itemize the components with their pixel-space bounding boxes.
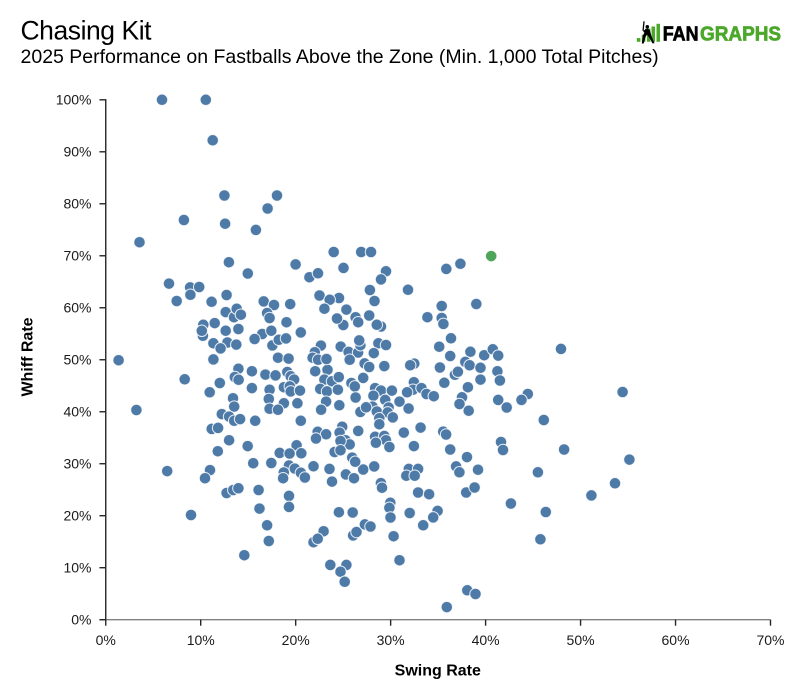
svg-text:GRAPHS: GRAPHS	[700, 23, 781, 46]
svg-text:Whiff Rate: Whiff Rate	[20, 317, 37, 396]
svg-text:30%: 30%	[63, 455, 91, 471]
svg-text:70%: 70%	[63, 247, 91, 263]
svg-text:30%: 30%	[377, 632, 405, 648]
svg-text:0%: 0%	[96, 632, 116, 648]
svg-text:2025 Performance on Fastballs: 2025 Performance on Fastballs Above the …	[21, 46, 659, 68]
svg-text:10%: 10%	[63, 559, 91, 575]
svg-text:60%: 60%	[63, 299, 91, 315]
svg-text:40%: 40%	[63, 403, 91, 419]
svg-text:20%: 20%	[282, 632, 310, 648]
svg-text:40%: 40%	[472, 632, 500, 648]
svg-text:FAN: FAN	[663, 22, 699, 46]
svg-text:Chasing Kit: Chasing Kit	[21, 16, 153, 46]
svg-text:80%: 80%	[63, 195, 91, 211]
svg-text:100%: 100%	[56, 92, 92, 108]
svg-text:70%: 70%	[756, 632, 784, 648]
svg-text:0%: 0%	[71, 611, 91, 627]
svg-text:90%: 90%	[63, 143, 91, 159]
svg-text:10%: 10%	[187, 632, 215, 648]
svg-text:60%: 60%	[662, 632, 690, 648]
svg-text:Swing Rate: Swing Rate	[395, 663, 481, 680]
svg-text:50%: 50%	[63, 351, 91, 367]
svg-text:20%: 20%	[63, 507, 91, 523]
svg-text:50%: 50%	[567, 632, 595, 648]
